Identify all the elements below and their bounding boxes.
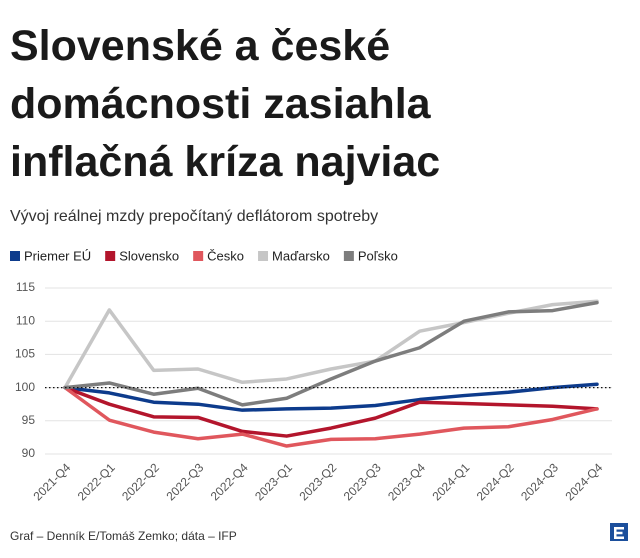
legend-label: Priemer EÚ — [24, 248, 91, 263]
legend-swatch — [343, 251, 354, 261]
chart-subtitle: Vývoj reálnej mzdy prepočítaný deflátoro… — [10, 208, 378, 225]
x-tick-label: 2022-Q4 — [208, 460, 251, 503]
x-tick-label: 2024-Q1 — [429, 460, 472, 503]
series-line — [63, 299, 599, 390]
legend-label: Poľsko — [358, 248, 398, 263]
x-tick-label: 2024-Q2 — [474, 460, 517, 503]
legend-swatch — [10, 251, 20, 261]
x-tick-label: 2021-Q4 — [30, 460, 73, 503]
y-tick-label: 90 — [22, 446, 36, 460]
chart-title: domácnosti zasiahla — [10, 80, 432, 128]
legend-label: Česko — [207, 248, 244, 263]
series-line — [63, 385, 599, 438]
y-tick-label: 115 — [16, 280, 35, 294]
x-tick-label: 2023-Q4 — [385, 460, 428, 503]
y-tick-label: 95 — [22, 413, 36, 427]
y-tick-label: 105 — [15, 347, 35, 361]
chart-title: Slovenské a české — [10, 22, 390, 70]
y-tick-label: 110 — [16, 313, 35, 327]
series-line — [63, 382, 599, 412]
chart-title: inflačná kríza najviac — [10, 138, 440, 186]
x-tick-label: 2022-Q1 — [75, 460, 118, 503]
x-tick-label: 2023-Q1 — [252, 460, 295, 503]
x-tick-label: 2024-Q3 — [518, 460, 561, 503]
x-tick-label: 2022-Q2 — [119, 460, 162, 503]
y-tick-label: 100 — [15, 380, 35, 394]
legend-label: Slovensko — [119, 248, 179, 263]
series-line — [63, 300, 599, 407]
x-tick-label: 2023-Q3 — [341, 460, 384, 503]
legend-label: Maďarsko — [272, 248, 330, 263]
logo — [610, 523, 628, 541]
series-line — [63, 385, 599, 448]
legend-swatch — [193, 251, 204, 261]
source: Graf – Denník E/Tomáš Zemko; dáta – IFP — [10, 529, 237, 543]
x-tick-label: 2024-Q4 — [562, 460, 605, 503]
legend-swatch — [105, 251, 116, 261]
x-tick-label: 2023-Q2 — [296, 460, 339, 503]
x-tick-label: 2022-Q3 — [163, 460, 206, 503]
legend-swatch — [258, 251, 269, 261]
